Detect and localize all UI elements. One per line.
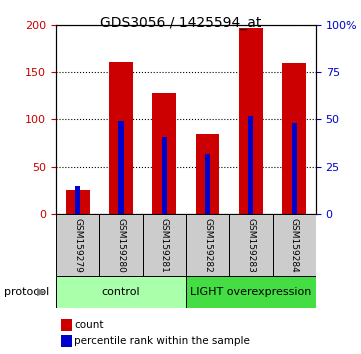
Bar [186,214,229,276]
Text: control: control [102,287,140,297]
Bar [143,214,186,276]
Bar [118,121,123,214]
Text: protocol: protocol [4,287,49,297]
Bar [239,28,263,214]
Bar [61,335,72,347]
Text: GDS3056 / 1425594_at: GDS3056 / 1425594_at [100,16,261,30]
Bar [196,134,219,214]
Bar [61,319,72,331]
Bar [109,62,133,214]
Bar [248,116,253,214]
Text: GSM159279: GSM159279 [73,218,82,273]
Bar [229,214,273,276]
Text: GSM159283: GSM159283 [247,218,255,273]
Bar [205,154,210,214]
Bar [56,276,186,308]
Bar [292,123,297,214]
Bar [75,186,80,214]
Text: GSM159284: GSM159284 [290,218,299,273]
Text: GSM159281: GSM159281 [160,218,169,273]
Bar [66,190,90,214]
Bar [56,214,99,276]
Text: GSM159280: GSM159280 [117,218,125,273]
Bar [282,63,306,214]
Text: percentile rank within the sample: percentile rank within the sample [74,336,250,346]
Text: count: count [74,320,103,330]
Text: LIGHT overexpression: LIGHT overexpression [190,287,312,297]
Bar [273,214,316,276]
Text: ▶: ▶ [37,287,46,297]
Bar [186,276,316,308]
Bar [152,93,176,214]
Bar [99,214,143,276]
Text: GSM159282: GSM159282 [203,218,212,273]
Bar [162,137,167,214]
